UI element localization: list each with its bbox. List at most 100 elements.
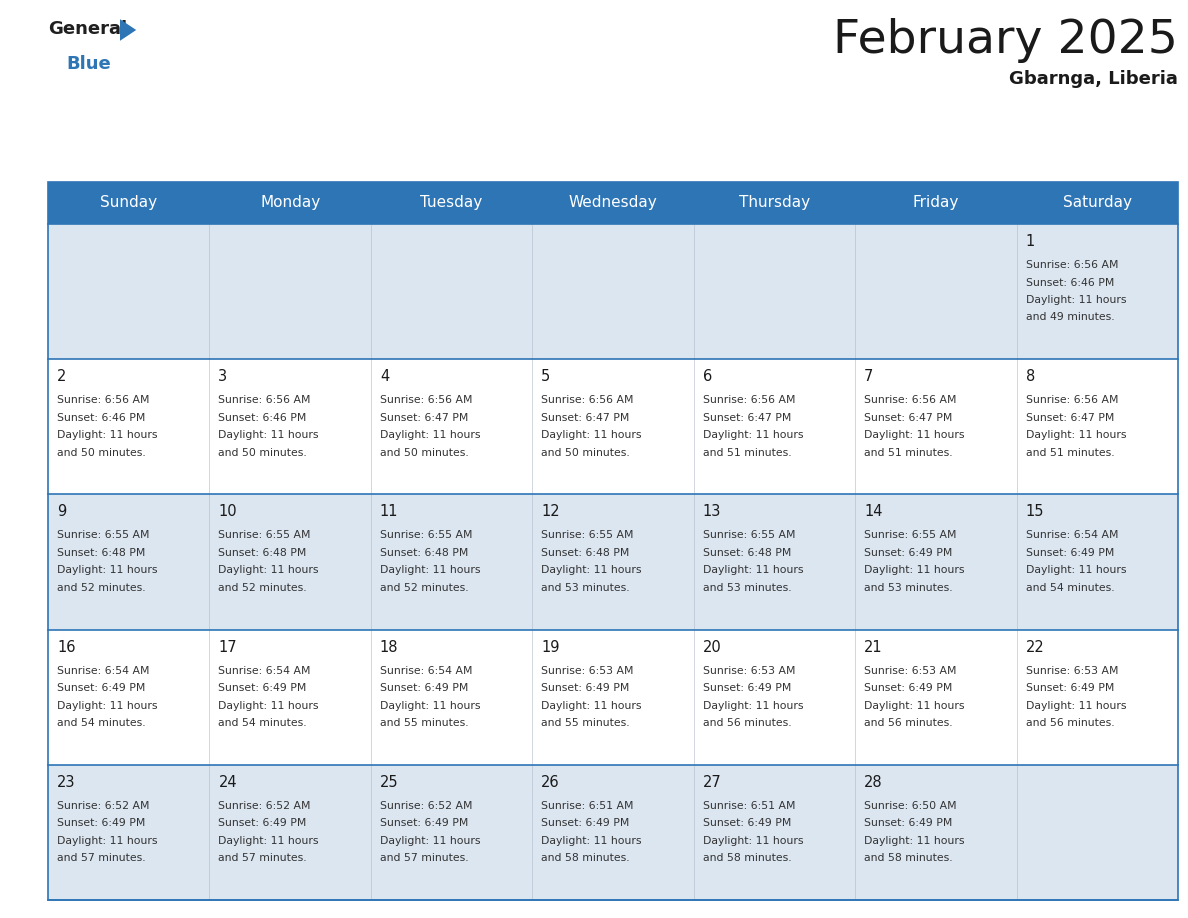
Text: Gbarnga, Liberia: Gbarnga, Liberia <box>1009 70 1178 88</box>
Text: Sunrise: 6:53 AM: Sunrise: 6:53 AM <box>1025 666 1118 676</box>
Text: Daylight: 11 hours: Daylight: 11 hours <box>542 565 642 576</box>
Text: Daylight: 11 hours: Daylight: 11 hours <box>1025 565 1126 576</box>
Text: 19: 19 <box>542 640 560 655</box>
Text: 13: 13 <box>703 504 721 520</box>
Text: Sunrise: 6:51 AM: Sunrise: 6:51 AM <box>703 800 795 811</box>
Text: Sunday: Sunday <box>100 196 157 210</box>
Text: 11: 11 <box>380 504 398 520</box>
Text: 27: 27 <box>703 775 721 789</box>
Text: Sunrise: 6:55 AM: Sunrise: 6:55 AM <box>542 531 633 541</box>
Text: 4: 4 <box>380 369 390 385</box>
Text: Daylight: 11 hours: Daylight: 11 hours <box>703 835 803 845</box>
Text: Daylight: 11 hours: Daylight: 11 hours <box>219 565 318 576</box>
Text: Sunset: 6:48 PM: Sunset: 6:48 PM <box>219 548 307 558</box>
Bar <box>48 182 1178 224</box>
Text: Sunrise: 6:52 AM: Sunrise: 6:52 AM <box>57 800 150 811</box>
Text: and 50 minutes.: and 50 minutes. <box>57 448 146 458</box>
Text: and 58 minutes.: and 58 minutes. <box>864 854 953 863</box>
Text: Sunrise: 6:56 AM: Sunrise: 6:56 AM <box>1025 396 1118 405</box>
Text: Sunset: 6:49 PM: Sunset: 6:49 PM <box>1025 548 1114 558</box>
Text: Sunset: 6:48 PM: Sunset: 6:48 PM <box>703 548 791 558</box>
Text: 5: 5 <box>542 369 550 385</box>
Text: Daylight: 11 hours: Daylight: 11 hours <box>864 565 965 576</box>
Text: Wednesday: Wednesday <box>569 196 657 210</box>
Text: Daylight: 11 hours: Daylight: 11 hours <box>542 431 642 441</box>
Text: Sunset: 6:49 PM: Sunset: 6:49 PM <box>542 683 630 693</box>
Text: Daylight: 11 hours: Daylight: 11 hours <box>380 565 480 576</box>
Polygon shape <box>120 19 137 40</box>
Text: Sunrise: 6:56 AM: Sunrise: 6:56 AM <box>380 396 473 405</box>
Text: February 2025: February 2025 <box>833 18 1178 63</box>
Text: and 52 minutes.: and 52 minutes. <box>57 583 146 593</box>
Text: and 51 minutes.: and 51 minutes. <box>864 448 953 458</box>
Text: and 53 minutes.: and 53 minutes. <box>703 583 791 593</box>
Text: Sunset: 6:49 PM: Sunset: 6:49 PM <box>219 818 307 828</box>
Text: and 53 minutes.: and 53 minutes. <box>864 583 953 593</box>
Text: Daylight: 11 hours: Daylight: 11 hours <box>57 835 158 845</box>
Text: and 51 minutes.: and 51 minutes. <box>1025 448 1114 458</box>
Text: Sunset: 6:49 PM: Sunset: 6:49 PM <box>380 683 468 693</box>
Text: 7: 7 <box>864 369 873 385</box>
Text: Blue: Blue <box>67 55 110 73</box>
Text: General: General <box>48 20 127 38</box>
Text: Sunrise: 6:53 AM: Sunrise: 6:53 AM <box>864 666 956 676</box>
Text: 16: 16 <box>57 640 76 655</box>
Bar <box>48 495 1178 630</box>
Text: Daylight: 11 hours: Daylight: 11 hours <box>1025 431 1126 441</box>
Text: Sunset: 6:49 PM: Sunset: 6:49 PM <box>219 683 307 693</box>
Text: 22: 22 <box>1025 640 1044 655</box>
Text: 1: 1 <box>1025 234 1035 249</box>
Text: Daylight: 11 hours: Daylight: 11 hours <box>380 835 480 845</box>
Text: Saturday: Saturday <box>1063 196 1132 210</box>
Text: 10: 10 <box>219 504 238 520</box>
Text: and 57 minutes.: and 57 minutes. <box>380 854 468 863</box>
Text: Sunset: 6:47 PM: Sunset: 6:47 PM <box>1025 413 1114 422</box>
Text: Sunset: 6:48 PM: Sunset: 6:48 PM <box>380 548 468 558</box>
Text: Sunset: 6:47 PM: Sunset: 6:47 PM <box>380 413 468 422</box>
Text: and 51 minutes.: and 51 minutes. <box>703 448 791 458</box>
Text: Sunrise: 6:56 AM: Sunrise: 6:56 AM <box>219 396 311 405</box>
Text: Daylight: 11 hours: Daylight: 11 hours <box>703 700 803 711</box>
Text: Tuesday: Tuesday <box>421 196 482 210</box>
Text: 23: 23 <box>57 775 76 789</box>
Text: Sunset: 6:49 PM: Sunset: 6:49 PM <box>703 683 791 693</box>
Text: Daylight: 11 hours: Daylight: 11 hours <box>1025 700 1126 711</box>
Text: 6: 6 <box>703 369 712 385</box>
Text: 18: 18 <box>380 640 398 655</box>
Text: and 50 minutes.: and 50 minutes. <box>380 448 468 458</box>
Text: Sunset: 6:48 PM: Sunset: 6:48 PM <box>57 548 145 558</box>
Text: and 52 minutes.: and 52 minutes. <box>219 583 307 593</box>
Bar <box>48 224 1178 359</box>
Text: Sunset: 6:49 PM: Sunset: 6:49 PM <box>864 683 953 693</box>
Text: Sunrise: 6:53 AM: Sunrise: 6:53 AM <box>542 666 633 676</box>
Text: 3: 3 <box>219 369 228 385</box>
Text: and 53 minutes.: and 53 minutes. <box>542 583 630 593</box>
Text: Daylight: 11 hours: Daylight: 11 hours <box>380 700 480 711</box>
Text: 9: 9 <box>57 504 67 520</box>
Text: Sunrise: 6:55 AM: Sunrise: 6:55 AM <box>380 531 473 541</box>
Text: Sunset: 6:49 PM: Sunset: 6:49 PM <box>542 818 630 828</box>
Text: Sunrise: 6:54 AM: Sunrise: 6:54 AM <box>57 666 150 676</box>
Text: Daylight: 11 hours: Daylight: 11 hours <box>57 565 158 576</box>
Text: 17: 17 <box>219 640 238 655</box>
Text: Sunset: 6:49 PM: Sunset: 6:49 PM <box>380 818 468 828</box>
Text: and 55 minutes.: and 55 minutes. <box>542 718 630 728</box>
Text: Sunset: 6:49 PM: Sunset: 6:49 PM <box>57 683 145 693</box>
Text: 28: 28 <box>864 775 883 789</box>
Text: and 52 minutes.: and 52 minutes. <box>380 583 468 593</box>
Text: and 50 minutes.: and 50 minutes. <box>542 448 630 458</box>
Text: Sunset: 6:47 PM: Sunset: 6:47 PM <box>703 413 791 422</box>
Text: Sunrise: 6:54 AM: Sunrise: 6:54 AM <box>380 666 473 676</box>
Bar <box>48 182 1178 900</box>
Text: and 50 minutes.: and 50 minutes. <box>219 448 308 458</box>
Text: 2: 2 <box>57 369 67 385</box>
Text: Daylight: 11 hours: Daylight: 11 hours <box>542 700 642 711</box>
Text: Sunrise: 6:55 AM: Sunrise: 6:55 AM <box>219 531 311 541</box>
Text: Sunset: 6:49 PM: Sunset: 6:49 PM <box>864 818 953 828</box>
Text: Daylight: 11 hours: Daylight: 11 hours <box>219 835 318 845</box>
Text: Sunrise: 6:52 AM: Sunrise: 6:52 AM <box>219 800 311 811</box>
Text: Daylight: 11 hours: Daylight: 11 hours <box>542 835 642 845</box>
Text: Sunrise: 6:54 AM: Sunrise: 6:54 AM <box>1025 531 1118 541</box>
Text: 26: 26 <box>542 775 560 789</box>
Text: Sunrise: 6:53 AM: Sunrise: 6:53 AM <box>703 666 795 676</box>
